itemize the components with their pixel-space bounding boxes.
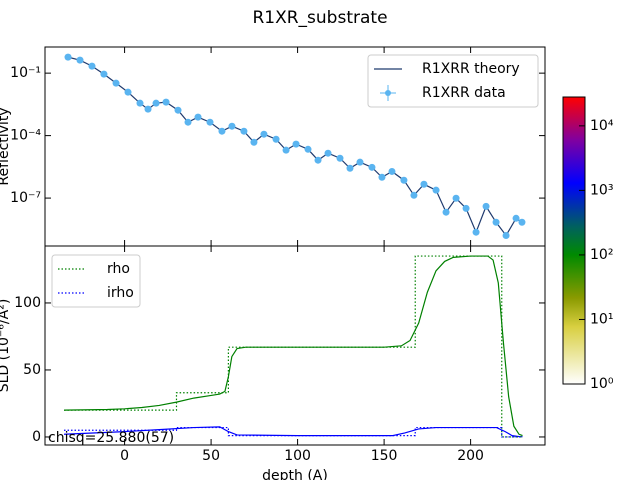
legend-label: rho xyxy=(107,261,130,277)
legend-box xyxy=(367,54,539,108)
x-tick-label: 0 xyxy=(120,448,129,464)
colorbar xyxy=(562,96,586,385)
legend-label: R1XRR theory xyxy=(422,61,520,77)
data-point xyxy=(432,186,440,194)
data-point xyxy=(100,70,108,78)
y-tick-label: 0 xyxy=(32,429,41,445)
legend-label: R1XRR data xyxy=(422,85,506,101)
data-point xyxy=(206,118,214,126)
data-point xyxy=(282,146,290,154)
x-tick-label: 50 xyxy=(202,448,220,464)
legend-box xyxy=(51,254,141,308)
y-axis-label: Reflectivity xyxy=(0,107,12,185)
data-point xyxy=(420,180,428,188)
annotation: chisq=25.880(57) xyxy=(48,430,174,446)
y-tick-label: 100 xyxy=(14,295,41,311)
x-axis-label: depth (A) xyxy=(262,468,328,480)
data-point xyxy=(452,194,460,202)
y-axis-label: SLD (10⁻⁶/Å²) xyxy=(0,299,12,393)
data-point xyxy=(174,106,182,114)
data-point xyxy=(194,113,202,121)
data-point xyxy=(346,164,354,172)
data-point xyxy=(218,127,226,135)
axes-frame xyxy=(44,245,546,446)
colorbar-tick-label: 10⁴ xyxy=(590,118,614,134)
data-point xyxy=(400,176,408,184)
data-point xyxy=(378,173,386,181)
y-tick-label: 10⁻⁴ xyxy=(10,128,41,144)
x-tick-label: 150 xyxy=(371,448,398,464)
y-tick-label: 10⁻⁷ xyxy=(10,190,41,206)
data-point xyxy=(518,218,526,226)
profile-line xyxy=(64,426,523,438)
colorbar-tick-label: 10⁰ xyxy=(590,376,614,392)
data-point xyxy=(388,167,396,175)
data-point xyxy=(368,163,376,171)
data-point xyxy=(472,228,480,236)
data-point xyxy=(442,208,450,216)
data-point xyxy=(292,140,300,148)
data-point xyxy=(64,53,72,61)
data-point xyxy=(336,154,344,162)
data-point xyxy=(272,135,280,143)
y-tick-label: 10⁻¹ xyxy=(10,65,41,81)
x-tick-label: 100 xyxy=(284,448,311,464)
data-point xyxy=(462,204,470,212)
data-point xyxy=(356,158,364,166)
data-point xyxy=(502,231,510,239)
data-point xyxy=(144,105,152,113)
data-point xyxy=(250,138,258,146)
legend-label: irho xyxy=(107,285,134,301)
data-point xyxy=(304,145,312,153)
data-point xyxy=(124,88,132,96)
data-point xyxy=(482,202,490,210)
data-point xyxy=(76,56,84,64)
data-point xyxy=(314,156,322,164)
x-tick-label: 200 xyxy=(457,448,484,464)
legend-swatch xyxy=(385,90,391,96)
data-point xyxy=(136,99,144,107)
data-point xyxy=(112,79,120,87)
data-point xyxy=(228,122,236,130)
data-point xyxy=(324,149,332,157)
data-point xyxy=(410,191,418,199)
colorbar-tick-label: 10¹ xyxy=(590,311,613,327)
colorbar-tick-label: 10³ xyxy=(590,182,613,198)
y-tick-label: 50 xyxy=(23,362,41,378)
data-point xyxy=(260,130,268,138)
data-point xyxy=(152,99,160,107)
colorbar-tick-label: 10² xyxy=(590,247,613,263)
data-point xyxy=(88,62,96,70)
data-point xyxy=(184,118,192,126)
profile-line xyxy=(64,255,523,437)
chart-title: R1XR_substrate xyxy=(252,8,387,28)
data-point xyxy=(512,214,520,222)
data-point xyxy=(240,127,248,135)
data-point xyxy=(492,218,500,226)
data-point xyxy=(162,98,170,106)
